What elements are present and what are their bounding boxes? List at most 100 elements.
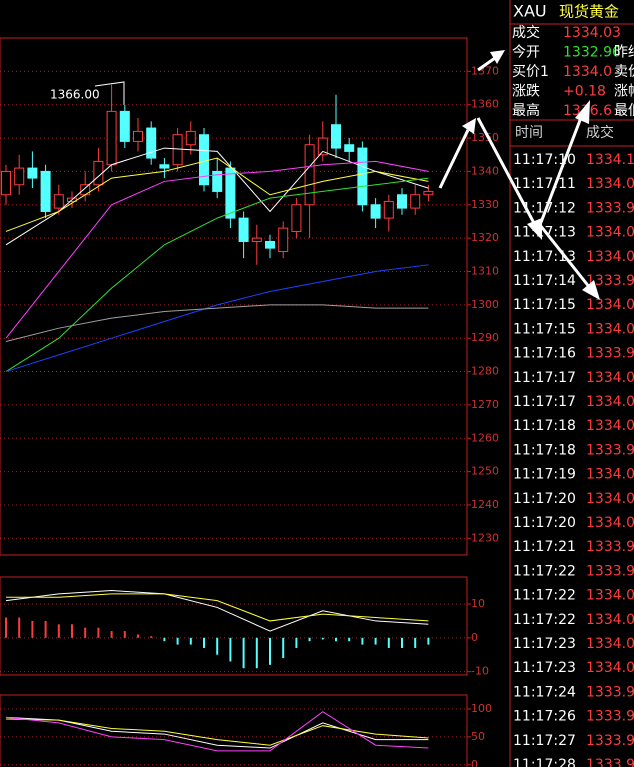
tick-time: 11:17:19: [513, 467, 576, 483]
tick-time: 11:17:15: [513, 321, 576, 337]
quote-value: 1332.96: [563, 45, 621, 61]
candle-body: [14, 167, 25, 186]
kdj-panel: [0, 694, 468, 767]
candle-body: [423, 190, 434, 196]
tick-time: 11:17:24: [513, 684, 576, 700]
tick-time: 11:17:15: [513, 297, 576, 313]
y-tick-label: 10: [471, 597, 485, 610]
indicator-line: [5, 147, 429, 246]
tick-time: 11:17:23: [513, 660, 576, 676]
tick-price: 1334.0: [586, 370, 634, 386]
table-header: 成交: [586, 124, 614, 141]
quote-value: 1334.03: [563, 25, 621, 41]
tick-price: 1334.0: [586, 176, 634, 192]
candle-body: [331, 124, 341, 149]
y-tick-label: 1250: [471, 465, 499, 478]
quote-label: 最低: [614, 103, 634, 119]
candle-body: [212, 170, 223, 192]
quote-label: 今开: [512, 45, 540, 61]
indicator-line: [5, 718, 429, 746]
tick-price: 1334.0: [586, 612, 634, 628]
tick-time: 11:17:20: [513, 515, 576, 531]
tick-price: 1333.9: [586, 346, 634, 362]
y-tick-label: 1270: [471, 398, 499, 411]
arrows: [438, 50, 600, 300]
instrument-name: 现货黄金: [559, 3, 619, 21]
candle-body: [397, 194, 407, 209]
tick-price: 1334.0: [586, 636, 634, 652]
quote-label: 昨结: [614, 45, 634, 61]
annotation-leader: [94, 81, 125, 105]
candle-body: [146, 127, 157, 159]
quote-value: +0.18: [563, 84, 606, 100]
y-tick-label: -10: [471, 665, 489, 678]
tick-time: 11:17:23: [513, 636, 576, 652]
tick-price: 1333.9: [586, 733, 634, 749]
macd-panel: [0, 576, 468, 676]
tick-price: 1334.0: [586, 297, 634, 313]
y-tick-label: 1370: [471, 64, 499, 77]
candle-body: [357, 147, 368, 206]
quote-label: 涨跌: [512, 84, 540, 100]
candle-body: [317, 137, 328, 156]
quote-label: 成交: [512, 24, 540, 41]
candle-body: [278, 227, 289, 252]
tick-time: 11:17:22: [513, 563, 576, 579]
indicator-line: [5, 160, 429, 339]
quote-value: 1334.0: [563, 64, 612, 80]
candle-body: [172, 134, 183, 166]
y-tick-label: 1330: [471, 198, 499, 211]
candle-body: [304, 144, 315, 206]
tick-price: 1334.0: [586, 225, 634, 241]
candle-body: [133, 130, 143, 142]
tick-time: 11:17:27: [513, 733, 576, 749]
y-tick-label: 0: [471, 631, 478, 644]
y-tick-label: 1230: [471, 531, 499, 544]
tick-time: 11:17:20: [513, 491, 576, 507]
candle-body: [238, 217, 249, 242]
tick-price: 1334.0: [586, 249, 634, 265]
y-tick-label: 1340: [471, 164, 499, 177]
indicator-line: [5, 590, 429, 632]
tick-time: 11:17:16: [513, 346, 576, 362]
quote-label: 涨幅: [614, 84, 634, 100]
candle-body: [1, 170, 11, 196]
y-tick-label: 1310: [471, 264, 499, 277]
quote-label: 买价1: [512, 64, 549, 80]
tick-time: 11:17:17: [513, 370, 576, 386]
candle-body: [199, 134, 209, 186]
candle-body: [53, 194, 64, 209]
tick-time: 11:17:28: [513, 757, 576, 767]
indicator-line: [5, 177, 429, 372]
y-tick-label: 1320: [471, 231, 499, 244]
tick-price: 1334.0: [586, 660, 634, 676]
tick-price: 1334.0: [586, 491, 634, 507]
candle-body: [383, 200, 394, 219]
candle-body: [159, 164, 170, 169]
y-tick-label: 1350: [471, 131, 499, 144]
candle-body: [251, 237, 262, 242]
y-tick-label: 1360: [471, 98, 499, 111]
candle-body: [265, 240, 275, 249]
tick-price: 1334.0: [586, 321, 634, 337]
symbol: XAU: [513, 2, 547, 21]
tick-price: 1333.9: [586, 273, 634, 289]
tick-time: 11:17:14: [513, 273, 576, 289]
tick-time: 11:17:17: [513, 394, 576, 410]
tick-time: 11:17:22: [513, 588, 576, 604]
indicator-line: [6, 593, 429, 622]
y-tick-label: 50: [471, 730, 485, 743]
indicator-line: [5, 264, 429, 373]
candle-body: [344, 144, 355, 152]
tick-price: 1334.0: [586, 515, 634, 531]
tick-time: 11:17:11: [513, 176, 576, 192]
tick-time: 11:17:26: [513, 709, 576, 725]
tick-price: 1333.9: [586, 709, 634, 725]
candle-body: [410, 194, 421, 209]
tick-price: 1334.0: [586, 467, 634, 483]
candle-body: [225, 167, 236, 219]
y-tick-label: 1290: [471, 331, 499, 344]
price-panel: [0, 37, 468, 556]
